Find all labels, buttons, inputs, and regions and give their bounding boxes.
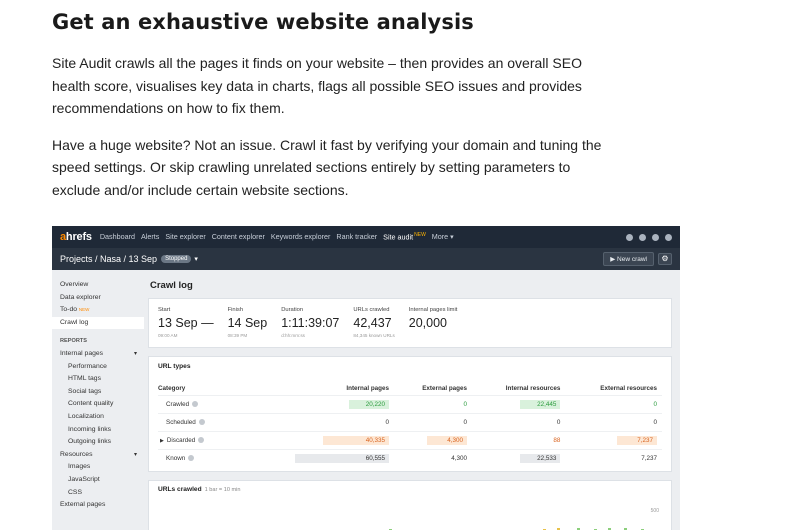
reports-header: REPORTS — [60, 338, 88, 345]
help-icon[interactable] — [198, 418, 205, 425]
stat-start: Start 13 Sep — 09:00 AM — [158, 307, 214, 338]
sidebar-item-social-tags[interactable]: Social tags — [68, 387, 102, 395]
breadcrumb[interactable]: Projects / Nasa / 13 Sep — [60, 254, 158, 264]
chevron-down-icon[interactable]: ▾ — [134, 350, 138, 357]
nav-more[interactable]: More ▾ — [431, 232, 454, 242]
sidebar-item-crawl-log[interactable]: Crawl log — [52, 316, 144, 330]
sidebar-item-internal-pages[interactable]: Internal pages ▾ — [60, 348, 144, 361]
table-row: Scheduled 0 0 0 0 — [158, 412, 662, 431]
nav-alerts[interactable]: Alerts — [141, 232, 160, 242]
column-header: External pages — [422, 384, 468, 392]
help-icon[interactable] — [198, 436, 205, 443]
column-header: External resources — [600, 384, 657, 392]
article-paragraph-1: Site Audit crawls all the pages it finds… — [52, 55, 582, 116]
top-icons — [626, 233, 680, 241]
sidebar-item-todo[interactable]: To-do NEW — [60, 306, 90, 314]
sidebar-item-incoming-links[interactable]: Incoming links — [68, 425, 112, 433]
chart-bar — [557, 528, 560, 530]
nav-dashboard[interactable]: Dashboard — [99, 232, 135, 242]
chart-bar — [623, 528, 627, 530]
article-paragraph-2: Have a huge website? Not an issue. Crawl… — [52, 136, 602, 198]
sidebar-item-html-tags[interactable]: HTML tags — [68, 375, 101, 383]
ahrefs-logo[interactable]: ahrefs — [60, 231, 92, 243]
help-icon[interactable] — [192, 400, 199, 407]
chart-hint: 1 bar = 10 min — [204, 487, 241, 493]
stat-urls-crawled: URLs crawled 42,437 84,345 known URLs — [353, 307, 395, 338]
table-row: Known 60,555 4,300 22,533 7,237 — [158, 448, 662, 467]
new-badge: NEW — [414, 232, 426, 239]
crawl-stats-card: Start 13 Sep — 09:00 AM Finish 14 Sep 08… — [148, 298, 672, 348]
nav-keywords-explorer[interactable]: Keywords explorer — [270, 232, 331, 242]
url-types-table: Category Internal pages External pages I… — [158, 382, 662, 467]
nav-site-explorer[interactable]: Site explorer — [165, 232, 206, 242]
sidebar-item-performance[interactable]: Performance — [68, 362, 107, 370]
status-badge: Stopped — [161, 255, 192, 263]
column-header: Internal resources — [505, 384, 561, 392]
new-crawl-button[interactable]: ▶ New crawl — [603, 252, 654, 266]
sidebar-item-content-quality[interactable]: Content quality — [68, 400, 114, 408]
main-nav: Dashboard Alerts Site explorer Content e… — [100, 232, 454, 241]
chart-bar — [608, 528, 611, 530]
nav-site-audit[interactable]: Site auditNEW — [383, 232, 426, 242]
sidebar-item-javascript[interactable]: JavaScript — [68, 475, 100, 483]
sidebar-item-css[interactable]: CSS — [68, 488, 82, 496]
top-navbar: ahrefs Dashboard Alerts Site explorer Co… — [52, 226, 680, 248]
article: Get an exhaustive website analysis Site … — [52, 0, 612, 201]
window-icon[interactable] — [652, 233, 659, 241]
urls-crawled-card: URLs crawled 1 bar = 10 min 500 — [148, 480, 672, 530]
sidebar-item-data-explorer[interactable]: Data explorer — [60, 293, 101, 301]
sidebar: Overview Data explorer To-do NEW Crawl l… — [52, 270, 144, 530]
help-icon[interactable] — [188, 455, 195, 462]
article-heading: Get an exhaustive website analysis — [52, 10, 474, 34]
sidebar-item-resources[interactable]: Resources ▾ — [60, 449, 144, 462]
notification-icon[interactable] — [639, 233, 646, 241]
sidebar-item-localization[interactable]: Localization — [68, 412, 104, 420]
sidebar-item-outgoing-links[interactable]: Outgoing links — [68, 438, 112, 446]
new-badge: NEW — [78, 307, 90, 313]
stat-finish: Finish 14 Sep 08:39 PM — [227, 307, 268, 338]
table-row[interactable]: ▶ Discarded 40,335 4,300 88 7,237 — [158, 430, 662, 449]
url-types-title: URL types — [158, 363, 191, 370]
expand-icon[interactable]: ▶ — [160, 437, 164, 444]
project-bar: Projects / Nasa / 13 Sep Stopped ▾ ▶ New… — [52, 248, 680, 270]
main-content: Crawl log Start 13 Sep — 09:00 AM Finish… — [148, 270, 672, 530]
nav-rank-tracker[interactable]: Rank tracker — [336, 232, 378, 242]
urls-crawled-chart — [158, 509, 662, 530]
nav-content-explorer[interactable]: Content explorer — [211, 232, 265, 242]
page-title: Crawl log — [150, 280, 193, 291]
user-icon[interactable] — [665, 233, 672, 241]
sidebar-item-overview[interactable]: Overview — [60, 281, 89, 288]
column-header: Category — [158, 384, 186, 392]
chart-bar — [576, 528, 580, 530]
help-icon[interactable] — [626, 233, 633, 241]
stat-pages-limit: Internal pages limit 20,000 — [408, 307, 458, 330]
table-row: Crawled 20,220 0 22,445 0 — [158, 394, 662, 413]
sidebar-item-images[interactable]: Images — [68, 463, 91, 471]
sidebar-item-external-pages[interactable]: External pages — [60, 501, 106, 509]
gear-icon[interactable]: ⚙ — [658, 253, 672, 265]
chevron-down-icon[interactable]: ▾ — [194, 256, 198, 263]
axis-max-label: 500 — [650, 508, 659, 514]
stat-duration: Duration 1:11:39:07 d:hh:mm:ss — [281, 307, 340, 338]
chevron-down-icon[interactable]: ▾ — [134, 451, 138, 458]
url-types-card: URL types Category Internal pages Extern… — [148, 356, 672, 472]
urls-crawled-title: URLs crawled 1 bar = 10 min — [158, 486, 241, 493]
ahrefs-screenshot: ahrefs Dashboard Alerts Site explorer Co… — [52, 226, 680, 530]
column-header: Internal pages — [346, 384, 390, 392]
